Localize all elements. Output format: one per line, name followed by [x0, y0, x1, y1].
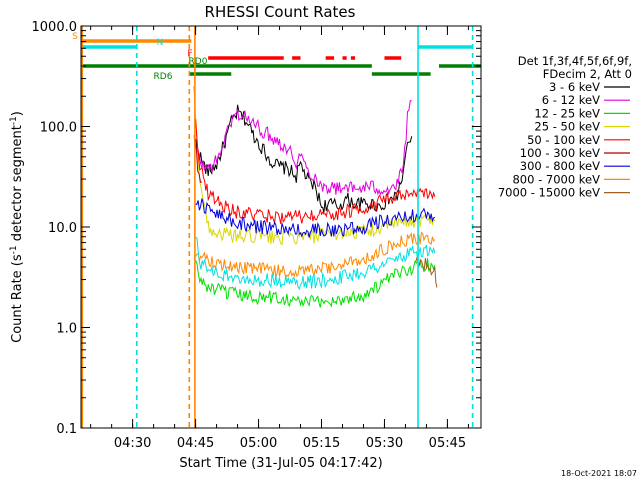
chart-title: RHESSI Count Rates: [205, 3, 356, 21]
legend: Det 1f,3f,4f,5f,6f,9f, FDecim 2, Att 0 3…: [498, 54, 632, 200]
y-tick-label: 1.0: [56, 322, 77, 337]
y-axis-label: Count Rate (s-1 detector segment-1): [9, 111, 25, 343]
plot-area: [81, 26, 481, 428]
x-tick-label: 05:15: [303, 436, 340, 451]
x-tick-label: 05:30: [366, 436, 403, 451]
series-line: [195, 258, 436, 308]
y-tick-label: 0.1: [56, 422, 77, 437]
legend-entry-label: 25 - 50 keV: [534, 120, 600, 134]
series-line: [195, 198, 436, 238]
legend-entry-label: 3 - 6 keV: [549, 80, 600, 94]
series-layer: [193, 86, 438, 308]
series-line: [195, 119, 436, 225]
legend-entry-label: 100 - 300 keV: [520, 146, 600, 160]
y-axis-label-mid: detector segment: [10, 125, 25, 245]
state-bars-layer: [81, 39, 481, 76]
legend-entry-label: 300 - 800 keV: [520, 159, 600, 173]
legend-entry-label: 6 - 12 keV: [542, 93, 600, 107]
x-axis-label: Start Time (31-Jul-05 04:17:42): [179, 456, 382, 471]
series-line: [195, 100, 412, 196]
series-line: [415, 256, 438, 288]
y-axis-label-sup2: -1: [9, 116, 19, 125]
y-axis-label-end: ): [10, 111, 25, 116]
y-tick-label: 10.0: [48, 221, 77, 236]
legend-entry-label: 12 - 25 keV: [534, 106, 600, 120]
x-tick-label: 05:00: [240, 436, 277, 451]
x-tick-label: 04:30: [114, 436, 151, 451]
y-axis-label-sup1: -1: [9, 245, 19, 254]
legend-header-line1: Det 1f,3f,4f,5f,6f,9f,: [518, 54, 632, 68]
state-bar-label: RD0: [189, 57, 208, 67]
legend-header-line2: FDecim 2, Att 0: [543, 67, 632, 81]
y-tick-label: 1000.0: [32, 20, 78, 35]
state-bar-label: RD6: [154, 72, 173, 82]
y-tick-label: 100.0: [40, 121, 77, 136]
legend-entry-label: 7000 - 15000 keV: [498, 186, 600, 200]
x-axis: 04:30 04:45 05:00 05:15 05:30 05:45: [90, 26, 469, 451]
state-bar-label: N: [157, 38, 164, 48]
series-line: [195, 231, 436, 280]
legend-entry-label: 50 - 100 keV: [527, 133, 600, 147]
state-bar-label: F: [187, 49, 192, 59]
series-line: [195, 236, 436, 291]
y-axis-label-main: Count Rate (s: [10, 254, 25, 343]
state-bar-label: S: [72, 32, 78, 42]
y-axis: 0.1 1.0 10.0 100.0 1000.0: [32, 20, 481, 437]
footer-date: 18-Oct-2021 18:07: [561, 469, 637, 478]
series-line: [193, 86, 436, 246]
x-tick-label: 05:45: [429, 436, 466, 451]
legend-entry-label: 800 - 7000 keV: [512, 172, 600, 186]
x-tick-label: 04:45: [177, 436, 214, 451]
